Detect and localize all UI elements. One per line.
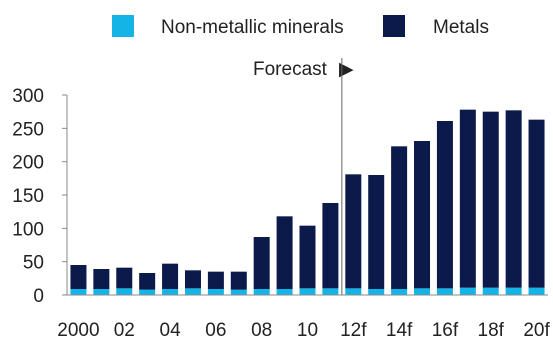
legend-swatch-non-metallic-minerals — [112, 15, 134, 37]
x-tick-label: 2000 — [57, 320, 99, 339]
x-tick-label: 12f — [340, 320, 367, 339]
bar-segment-metals — [253, 237, 270, 289]
bar-segment-non-metallic-minerals — [528, 287, 545, 295]
bar-segment-non-metallic-minerals — [505, 287, 522, 295]
bar-segment-non-metallic-minerals — [414, 288, 431, 295]
bar-segment-non-metallic-minerals — [276, 289, 293, 295]
x-tick-label: 10 — [297, 320, 318, 339]
x-axis: 2000 02 04 06 08 10 12f 14f 16f 18f 20f — [57, 294, 550, 339]
bar-segment-non-metallic-minerals — [391, 289, 408, 295]
forecast-label: Forecast — [253, 59, 328, 80]
bar-segment-metals — [70, 265, 87, 289]
bar-segment-non-metallic-minerals — [139, 289, 156, 295]
x-tick-label: 04 — [160, 320, 182, 339]
y-tick-label: 150 — [12, 186, 44, 207]
bar-segment-metals — [436, 121, 453, 289]
bar-segment-metals — [116, 267, 133, 289]
legend-label-metals: Metals — [433, 17, 489, 38]
x-tick-label: 08 — [251, 320, 272, 339]
y-axis: 0 50 100 150 200 250 300 — [12, 86, 68, 307]
bar-segment-metals — [345, 174, 362, 289]
x-tick-label: 18f — [478, 320, 505, 339]
bar-segment-metals — [162, 263, 179, 289]
bar-segment-non-metallic-minerals — [93, 289, 110, 295]
y-tick-label: 250 — [12, 119, 44, 140]
y-tick-label: 100 — [12, 219, 44, 240]
bar-segment-metals — [207, 271, 224, 289]
bar-segment-metals — [414, 141, 431, 289]
bar-segment-non-metallic-minerals — [116, 288, 133, 295]
x-tick-label: 16f — [432, 320, 459, 339]
y-tick-label: 50 — [23, 253, 44, 274]
bar-segment-non-metallic-minerals — [482, 287, 499, 295]
bar-segment-metals — [528, 119, 545, 288]
bar-segment-metals — [299, 225, 316, 289]
bar-segment-non-metallic-minerals — [162, 289, 179, 295]
bar-segment-metals — [230, 271, 247, 290]
bar-segment-metals — [368, 175, 385, 289]
bar-segment-non-metallic-minerals — [299, 288, 316, 295]
bar-segment-metals — [139, 273, 156, 290]
bar-segment-metals — [322, 203, 339, 289]
x-tick-label: 20f — [523, 320, 550, 339]
x-tick-label: 06 — [205, 320, 226, 339]
bar-segment-non-metallic-minerals — [70, 289, 87, 295]
y-tick-label: 200 — [12, 153, 44, 174]
bar-segment-non-metallic-minerals — [345, 288, 362, 295]
bar-segment-metals — [93, 269, 110, 289]
bar-segment-non-metallic-minerals — [436, 288, 453, 295]
y-tick-label: 0 — [33, 286, 44, 307]
bar-segment-metals — [184, 270, 201, 289]
legend-swatch-metals — [383, 15, 405, 37]
legend-label-non-metallic-minerals: Non-metallic minerals — [161, 17, 344, 38]
bar-segment-non-metallic-minerals — [368, 289, 385, 295]
bar-segment-metals — [482, 111, 499, 288]
bar-segment-metals — [459, 109, 476, 288]
forecast-arrow-icon: ▶ — [339, 59, 354, 80]
bars — [70, 109, 545, 295]
bar-segment-metals — [391, 146, 408, 289]
bar-segment-metals — [505, 110, 522, 288]
bar-segment-non-metallic-minerals — [184, 288, 201, 295]
bar-segment-non-metallic-minerals — [459, 287, 476, 295]
bar-segment-non-metallic-minerals — [253, 289, 270, 295]
y-tick-label: 300 — [12, 86, 44, 107]
bar-segment-non-metallic-minerals — [230, 289, 247, 295]
x-tick-label: 02 — [114, 320, 135, 339]
x-tick-label: 14f — [386, 320, 413, 339]
bar-segment-non-metallic-minerals — [322, 288, 339, 295]
bar-segment-non-metallic-minerals — [207, 289, 224, 295]
bar-segment-metals — [276, 216, 293, 289]
